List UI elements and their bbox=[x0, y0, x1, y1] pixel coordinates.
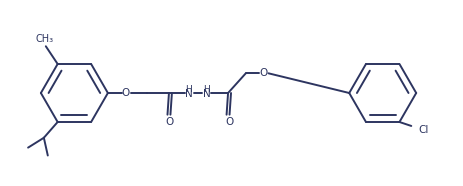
Text: O: O bbox=[121, 88, 130, 98]
Text: H: H bbox=[185, 85, 192, 94]
Text: O: O bbox=[259, 68, 267, 78]
Text: N: N bbox=[184, 89, 192, 99]
Text: O: O bbox=[225, 117, 233, 126]
Text: N: N bbox=[202, 89, 210, 99]
Text: O: O bbox=[165, 117, 174, 126]
Text: Cl: Cl bbox=[417, 125, 428, 135]
Text: CH₃: CH₃ bbox=[36, 34, 54, 44]
Text: H: H bbox=[203, 85, 209, 94]
